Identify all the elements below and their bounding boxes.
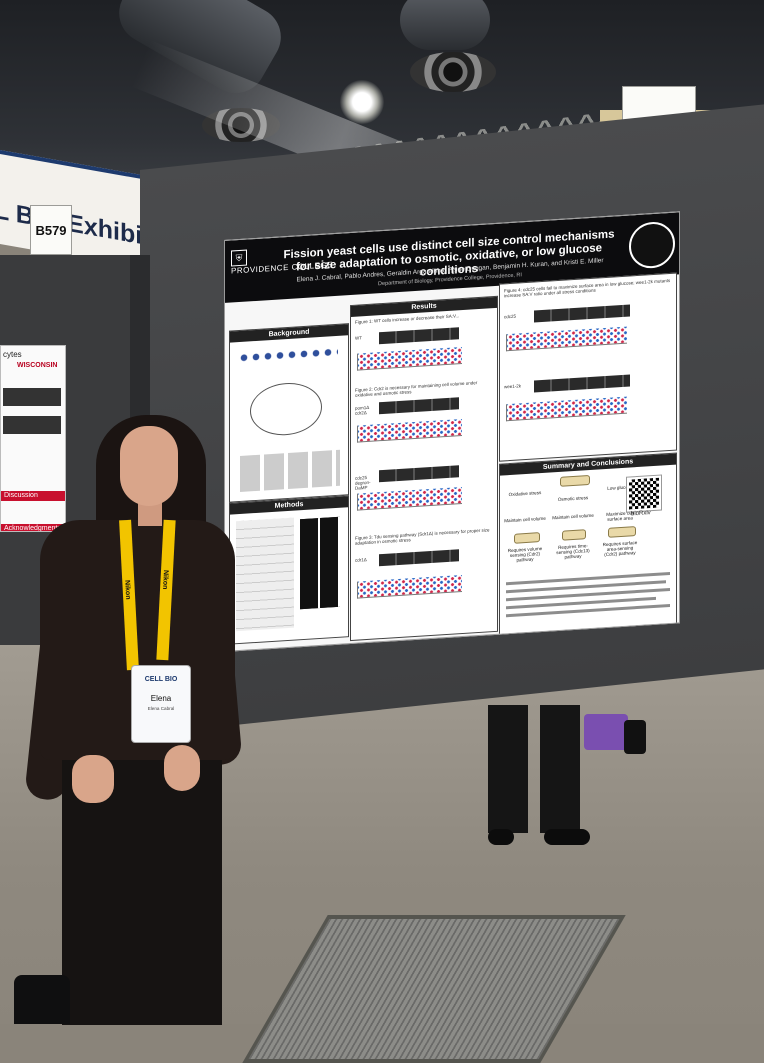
neighbor-poster: cytes WISCONSIN Discussion Acknowledgmen… bbox=[0, 345, 66, 532]
leg bbox=[488, 705, 528, 833]
college-shield-icon: ⛨ bbox=[231, 249, 247, 267]
ceiling-vent bbox=[410, 52, 496, 92]
name-badge: CELL BIO Elena Elena Cabral bbox=[131, 665, 191, 743]
scatter-plot bbox=[357, 347, 462, 371]
row-label: cdr1Δ bbox=[355, 557, 367, 563]
air-duct bbox=[400, 0, 490, 50]
ceiling-light bbox=[340, 80, 384, 124]
micrograph-row bbox=[534, 304, 630, 323]
micrograph-row bbox=[534, 374, 630, 393]
background-header: Background bbox=[230, 324, 348, 343]
cell-icon bbox=[608, 526, 636, 538]
stress-osmotic: Osmotic stress bbox=[557, 495, 589, 502]
scatter-plot bbox=[506, 326, 627, 352]
mechanism-1: Requires volume sensing (Cdr2) pathway bbox=[507, 545, 543, 563]
badge-first-name: Elena bbox=[150, 694, 172, 703]
qr-label: bioRxiv bbox=[631, 510, 651, 518]
outcome-1: Maintain cell volume bbox=[504, 515, 546, 524]
micrograph-row bbox=[379, 549, 459, 567]
research-poster: ⛨ PROVIDENCE COLLEGE Fission yeast cells… bbox=[224, 211, 680, 652]
stress-oxidative: Oxidative stress bbox=[508, 490, 542, 498]
handbag bbox=[14, 975, 70, 1024]
presenter-hand bbox=[72, 755, 114, 803]
cell-icon bbox=[560, 474, 590, 487]
methods-table bbox=[236, 517, 294, 632]
row-label: wee1-2k bbox=[504, 383, 522, 390]
mechanism-2: Requires time-sensing (Cdc13) pathway bbox=[556, 543, 590, 560]
scatter-plot bbox=[357, 419, 462, 443]
outcome-2: Maintain cell volume bbox=[552, 512, 594, 521]
scatter-plot bbox=[357, 575, 462, 599]
university-logo: WISCONSIN bbox=[17, 362, 58, 369]
cell-diagram bbox=[238, 346, 338, 364]
badge-full-name: Elena Cabral bbox=[147, 706, 175, 711]
qr-code-icon[interactable] bbox=[626, 474, 662, 513]
leg bbox=[540, 705, 580, 833]
cell-icon bbox=[562, 529, 586, 541]
ceiling-vent bbox=[202, 108, 280, 142]
results-section: Results Figure 1: WT cells increase or d… bbox=[350, 295, 498, 642]
figure-2-caption: Figure 2: Cdr2 is necessary for maintain… bbox=[355, 380, 478, 398]
badge-event-logo: CELL BIO bbox=[144, 676, 178, 683]
background-section: Background bbox=[229, 323, 349, 503]
lanyard-text: Nikon bbox=[123, 579, 132, 600]
figure-3-caption: Figure 3: Tdu sensing pathway (Sdr1Δ) is… bbox=[355, 527, 490, 546]
shoe bbox=[488, 829, 514, 845]
purple-bag bbox=[584, 714, 628, 750]
methods-micrographs bbox=[300, 516, 340, 610]
cell-cycle-diagram bbox=[250, 380, 322, 438]
presenter-face bbox=[120, 426, 178, 506]
lanyard-text: Nikon bbox=[161, 569, 170, 590]
shoe bbox=[544, 829, 590, 845]
neighbor-poster-title: cytes bbox=[3, 350, 22, 359]
booth-sign-b579: B579 bbox=[30, 205, 72, 255]
row-label: pom1Δ cdr2Δ bbox=[355, 404, 370, 416]
discussion-header: Discussion bbox=[1, 491, 65, 501]
micrograph-strip bbox=[3, 416, 61, 434]
methods-section: Methods bbox=[229, 495, 349, 645]
black-bag bbox=[624, 720, 646, 754]
row-label: cdc25 degron-DaMP bbox=[355, 475, 371, 491]
micrograph-strip bbox=[3, 388, 61, 406]
micrograph-row bbox=[379, 397, 459, 415]
pathway-diagram bbox=[240, 449, 340, 492]
figure-4-caption: Figure 4: cdc25 cells fail to maximize s… bbox=[504, 277, 671, 299]
presenter-hand bbox=[164, 745, 200, 791]
micrograph-row bbox=[379, 327, 459, 345]
visitor-legs bbox=[488, 705, 590, 845]
mechanism-3: Requires surface area-sensing (Cdr2) pat… bbox=[602, 539, 638, 558]
micrograph-row bbox=[379, 465, 459, 483]
scatter-plot bbox=[506, 396, 627, 422]
scatter-plot bbox=[357, 487, 462, 511]
row-label: cdc25 bbox=[504, 313, 517, 320]
row-label: WT bbox=[355, 335, 362, 341]
cell-icon bbox=[514, 532, 540, 544]
figure-4-panel: Figure 4: cdc25 cells fail to maximize s… bbox=[499, 272, 677, 462]
acknowledgments-header: Acknowledgments bbox=[1, 524, 65, 531]
